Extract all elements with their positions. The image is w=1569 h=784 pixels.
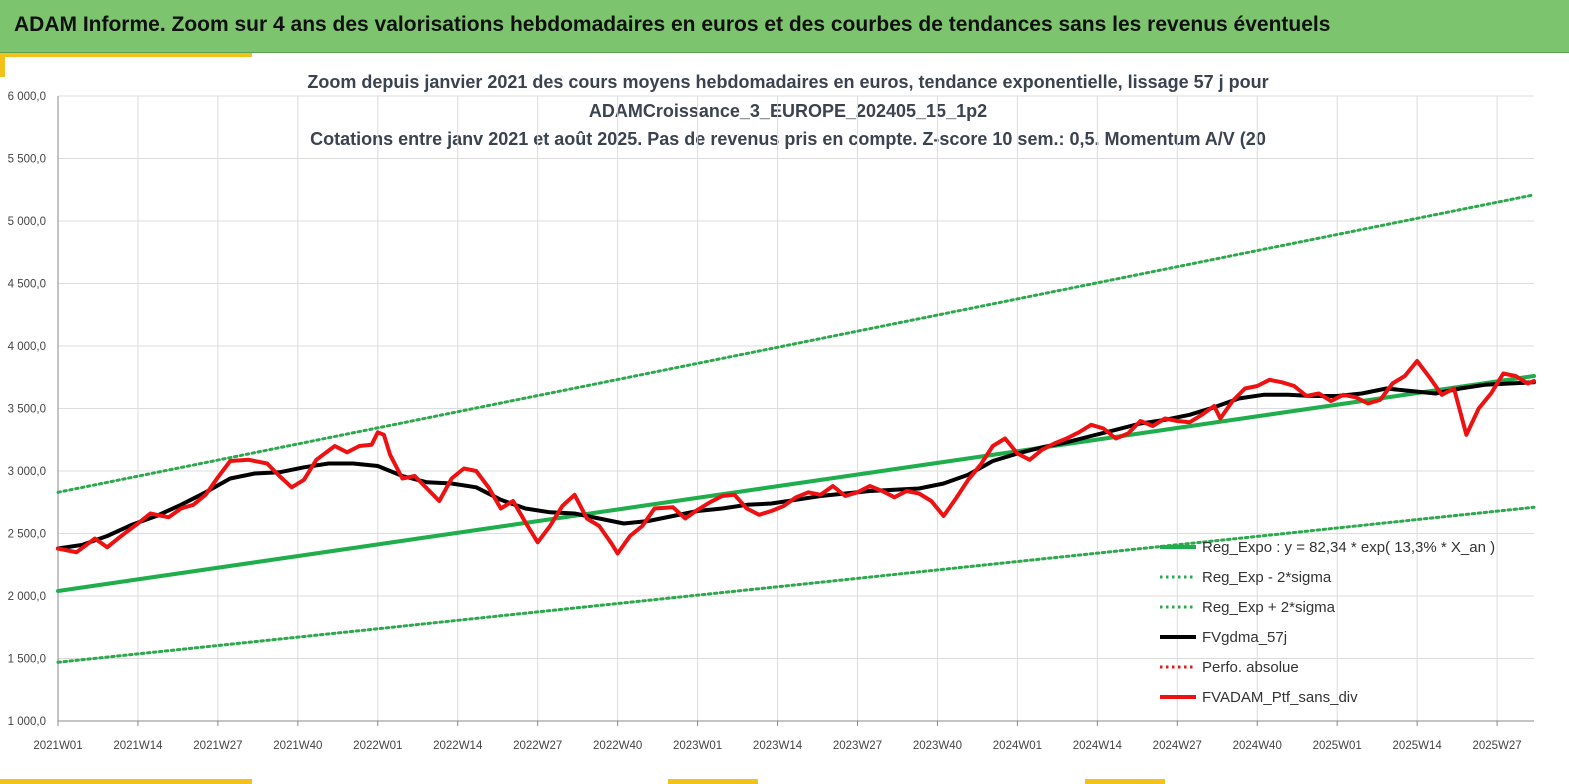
legend-label: Reg_Exp + 2*sigma (1202, 599, 1336, 616)
legend-label: Perfo. absolue (1202, 659, 1299, 676)
series-layer (56, 193, 1536, 664)
x-tick-label: 2024W01 (993, 740, 1042, 752)
legend-label: FVgdma_57j (1202, 629, 1287, 646)
x-tick-label: 2023W14 (753, 740, 803, 752)
y-tick-label: 1 500,0 (8, 654, 46, 666)
x-tick-label: 2022W14 (433, 740, 483, 752)
accent-bar-left (0, 53, 5, 77)
x-tick-label: 2025W27 (1472, 740, 1521, 752)
x-tick-label: 2024W14 (1073, 740, 1123, 752)
chart-title-line-1: Zoom depuis janvier 2021 des cours moyen… (307, 72, 1268, 92)
x-tick-label: 2024W40 (1233, 740, 1282, 752)
series-line-1 (56, 505, 1536, 664)
x-tick-label: 2022W27 (513, 740, 562, 752)
x-tick-label: 2023W40 (913, 740, 962, 752)
header-banner: ADAM Informe. Zoom sur 4 ans des valoris… (0, 0, 1569, 53)
chart-title-line-2: ADAMCroissance_3_EUROPE_202405_15_1p2 (589, 101, 987, 121)
x-tick-label: 2022W40 (593, 740, 642, 752)
chart-title-line-3: Cotations entre janv 2021 et août 2025. … (310, 129, 1266, 149)
x-tick-label: 2021W40 (273, 740, 322, 752)
x-tick-label: 2021W01 (33, 740, 82, 752)
x-tick-label: 2022W01 (353, 740, 402, 752)
legend: Reg_Expo : y = 82,34 * exp( 13,3% * X_an… (1160, 539, 1495, 706)
y-tick-label: 3 500,0 (8, 404, 46, 416)
grid (57, 95, 1534, 722)
chart-title: Zoom depuis janvier 2021 des cours moyen… (307, 72, 1268, 149)
y-tick-label: 2 500,0 (8, 529, 46, 541)
y-tick-label: 2 000,0 (8, 591, 46, 603)
x-tick-label: 2023W01 (673, 740, 722, 752)
y-tick-label: 4 000,0 (8, 341, 46, 353)
legend-label: FVADAM_Ptf_sans_div (1202, 689, 1358, 706)
accent-bar-bottom-middle (668, 779, 758, 784)
y-tick-label: 4 500,0 (8, 279, 46, 291)
accent-bar-top (0, 53, 252, 57)
x-tick-label: 2021W27 (193, 740, 242, 752)
legend-label: Reg_Expo : y = 82,34 * exp( 13,3% * X_an… (1202, 539, 1495, 556)
series-line-5 (56, 359, 1536, 556)
x-tick-label: 2023W27 (833, 740, 882, 752)
y-tick-label: 6 000,0 (8, 91, 46, 103)
x-tick-label: 2025W14 (1393, 740, 1443, 752)
x-tick-label: 2024W27 (1153, 740, 1202, 752)
x-tick-label: 2021W14 (113, 740, 163, 752)
y-tick-label: 3 000,0 (8, 466, 46, 478)
legend-label: Reg_Exp - 2*sigma (1202, 569, 1332, 586)
x-tick-label: 2025W01 (1313, 740, 1362, 752)
accent-bar-bottom (0, 779, 252, 784)
axes: 1 000,0 1 500,0 2 000,0 2 500,0 3 000,0 3 500… (8, 91, 1534, 752)
y-tick-label: 1 000,0 (8, 716, 46, 728)
accent-bar-bottom-right (1085, 779, 1165, 784)
y-tick-label: 5 000,0 (8, 216, 46, 228)
series-line-2 (56, 193, 1536, 494)
y-tick-label: 5 500,0 (8, 154, 46, 166)
series-line-0 (56, 374, 1536, 593)
series-line-3 (56, 380, 1536, 551)
page-title: ADAM Informe. Zoom sur 4 ans des valoris… (14, 13, 1331, 36)
